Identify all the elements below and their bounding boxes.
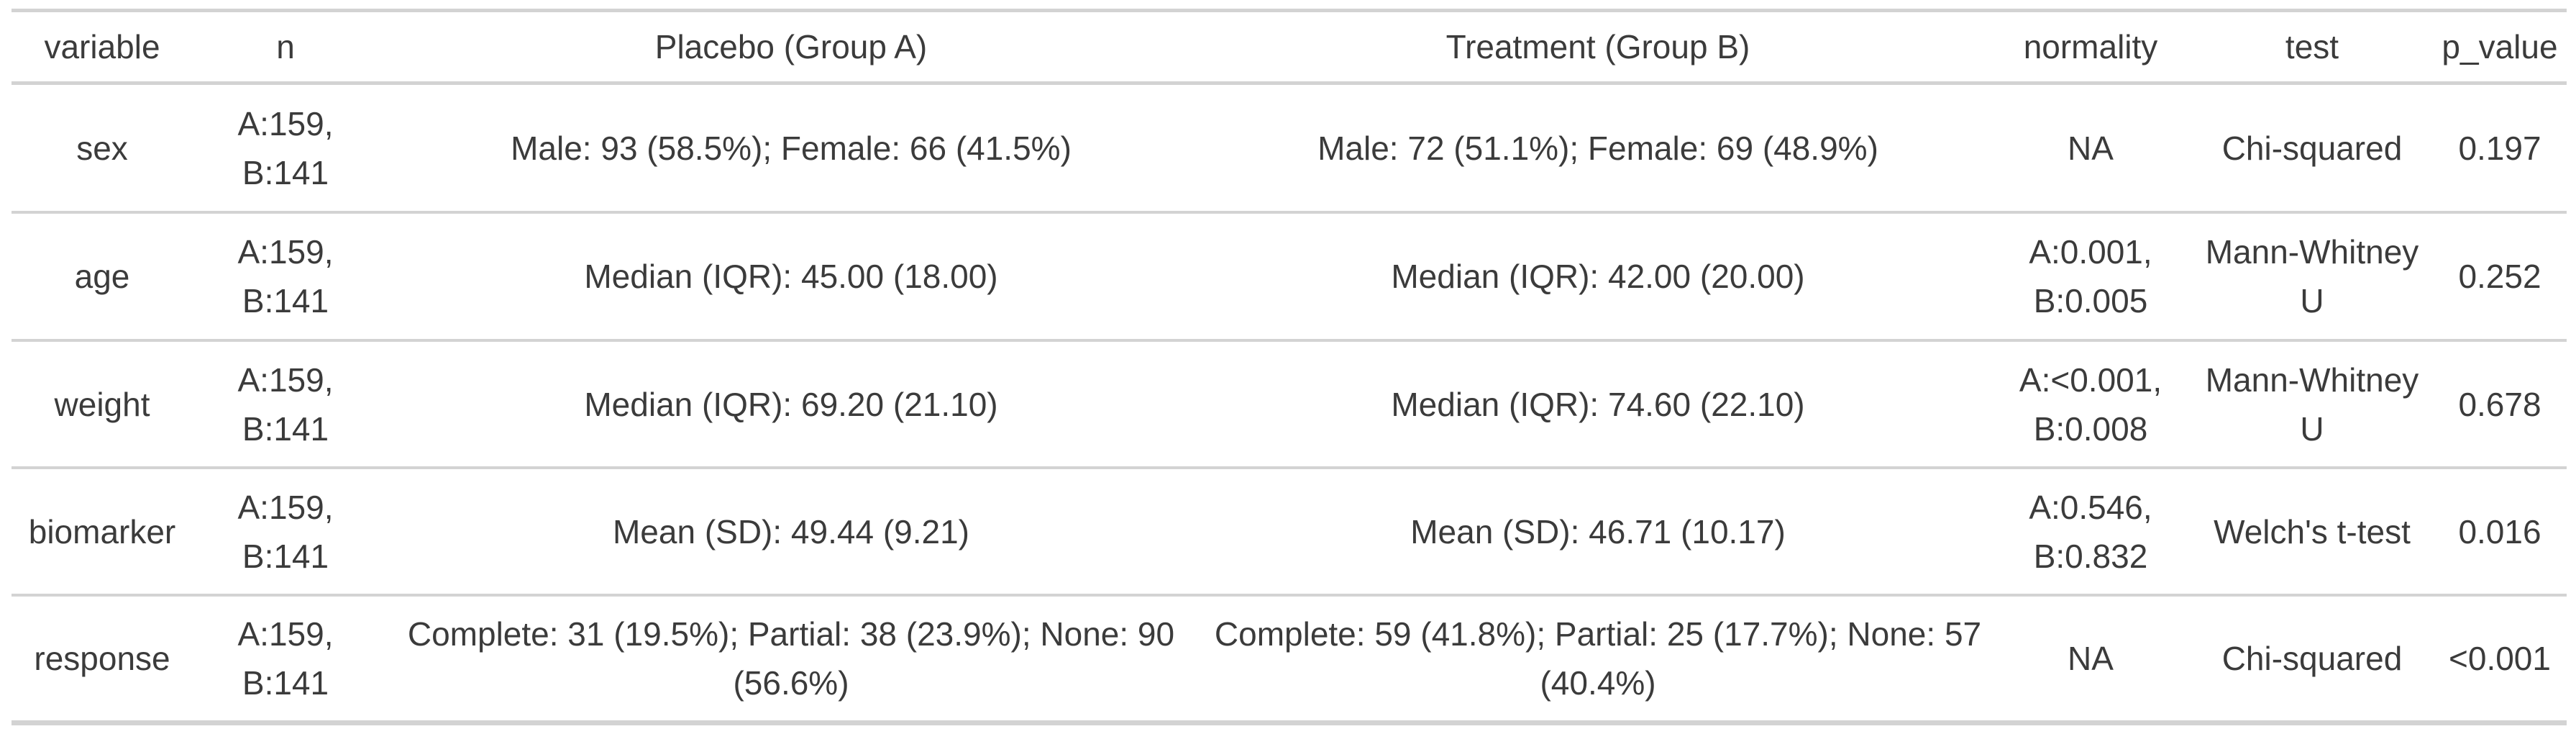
header-divider (12, 81, 2567, 85)
cell-p-value: 0.678 (2458, 385, 2541, 423)
cell-variable: response (34, 640, 170, 677)
cell-n: A:159, B:141 (237, 488, 334, 575)
cell-test: Welch's t-test (2214, 512, 2411, 550)
cell-normality: A:<0.001, B:0.008 (2019, 361, 2162, 448)
header-treatment-group-b: Treatment (Group B) (1445, 28, 1750, 65)
header-n: n (276, 28, 295, 65)
cell-variable: biomarker (28, 512, 176, 550)
cell-p-value: 0.197 (2458, 129, 2541, 167)
header-p-value: p_value (2442, 28, 2558, 65)
cell-p-value: 0.252 (2458, 258, 2541, 295)
top-border (12, 9, 2567, 12)
cell-normality: NA (2068, 129, 2114, 167)
cell-n: A:159, B:141 (237, 104, 334, 191)
row-divider (12, 466, 2567, 469)
header-variable: variable (44, 28, 160, 65)
table-header-row: variable n Placebo (Group A) Treatment (… (0, 12, 2576, 81)
cell-variable: weight (54, 385, 150, 423)
table-row-biomarker: biomarker A:159, B:141 Mean (SD): 49.44 … (0, 469, 2576, 594)
cell-normality: NA (2068, 640, 2114, 677)
cell-treatment: Male: 72 (51.1%); Female: 69 (48.9%) (1317, 129, 1878, 167)
table-row-age: age A:159, B:141 Median (IQR): 45.00 (18… (0, 214, 2576, 339)
header-test: test (2285, 28, 2339, 65)
cell-p-value: <0.001 (2449, 640, 2551, 677)
cell-test: Chi-squared (2221, 640, 2403, 677)
cell-placebo: Median (IQR): 69.20 (21.10) (584, 385, 998, 423)
table-row-sex: sex A:159, B:141 Male: 93 (58.5%); Femal… (0, 85, 2576, 211)
cell-n: A:159, B:141 (237, 615, 334, 702)
cell-placebo: Median (IQR): 45.00 (18.00) (584, 258, 998, 295)
header-placebo-group-a: Placebo (Group A) (654, 28, 928, 65)
cell-normality: A:0.001, B:0.005 (2029, 233, 2152, 320)
cell-test: Mann-Whitney U (2205, 361, 2419, 448)
cell-placebo: Mean (SD): 49.44 (9.21) (612, 512, 969, 550)
cell-variable: age (74, 258, 130, 295)
table-row-weight: weight A:159, B:141 Median (IQR): 69.20 … (0, 342, 2576, 466)
cell-treatment: Complete: 59 (41.8%); Partial: 25 (17.7%… (1214, 615, 1982, 702)
cell-variable: sex (76, 129, 128, 167)
row-divider (12, 339, 2567, 342)
cell-treatment: Median (IQR): 42.00 (20.00) (1391, 258, 1805, 295)
bottom-border (12, 720, 2567, 725)
header-normality: normality (2023, 28, 2158, 65)
cell-normality: A:0.546, B:0.832 (2029, 488, 2152, 575)
cell-treatment: Mean (SD): 46.71 (10.17) (1410, 512, 1786, 550)
cell-n: A:159, B:141 (237, 361, 334, 448)
cell-treatment: Median (IQR): 74.60 (22.10) (1391, 385, 1805, 423)
row-divider (12, 211, 2567, 214)
cell-n: A:159, B:141 (237, 233, 334, 320)
table-row-response: response A:159, B:141 Complete: 31 (19.5… (0, 597, 2576, 720)
cell-p-value: 0.016 (2458, 512, 2541, 550)
row-divider (12, 594, 2567, 597)
cell-placebo: Male: 93 (58.5%); Female: 66 (41.5%) (511, 129, 1072, 167)
cell-placebo: Complete: 31 (19.5%); Partial: 38 (23.9%… (407, 615, 1175, 702)
cell-test: Mann-Whitney U (2205, 233, 2419, 320)
cell-test: Chi-squared (2221, 129, 2403, 167)
